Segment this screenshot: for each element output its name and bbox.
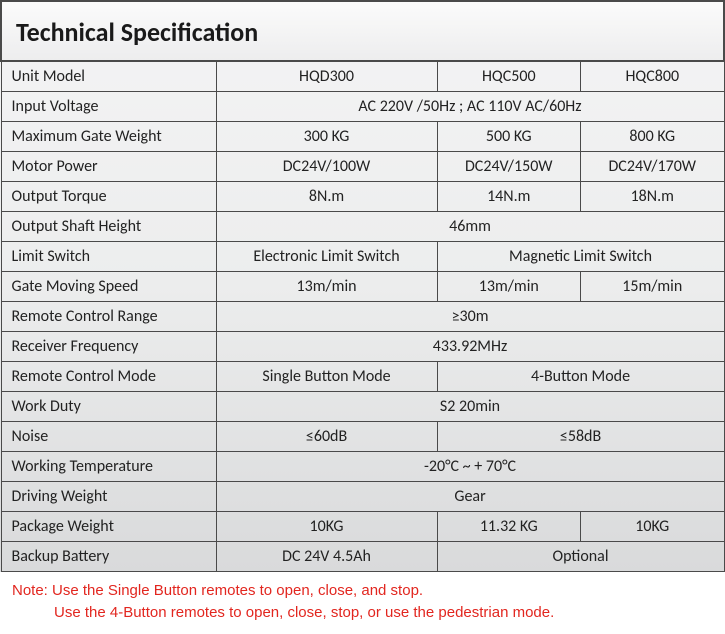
cell-mgw-0: 300 KG [216,122,437,152]
label-output-torque: Output Torque [1,182,216,212]
row-package-weight: Package Weight 10KG 11.32 KG 10KG [1,512,724,542]
row-driving-weight: Driving Weight Gear [1,482,724,512]
spec-sheet: Technical Specification Unit Model HQD30… [0,0,725,572]
label-motor-power: Motor Power [1,152,216,182]
cell-mp-2: DC24V/170W [581,152,725,182]
row-max-gate-weight: Maximum Gate Weight 300 KG 500 KG 800 KG [1,122,724,152]
label-receiver-frequency: Receiver Frequency [1,332,216,362]
cell-work-duty: S2 20min [216,392,724,422]
cell-rcm-12: 4-Button Mode [437,362,724,392]
cell-gms-0: 13m/min [216,272,437,302]
row-output-torque: Output Torque 8N.m 14N.m 18N.m [1,182,724,212]
cell-model-2: HQC800 [581,61,725,92]
cell-model-0: HQD300 [216,61,437,92]
label-work-duty: Work Duty [1,392,216,422]
label-gate-moving-speed: Gate Moving Speed [1,272,216,302]
row-receiver-frequency: Receiver Frequency 433.92MHz [1,332,724,362]
label-remote-control-range: Remote Control Range [1,302,216,332]
label-working-temperature: Working Temperature [1,452,216,482]
note-line-1: Note: Use the Single Button remotes to o… [12,582,423,599]
cell-pw-2: 10KG [581,512,725,542]
cell-noise-0: ≤60dB [216,422,437,452]
cell-output-shaft-height: 46mm [216,212,724,242]
label-max-gate-weight: Maximum Gate Weight [1,122,216,152]
cell-input-voltage: AC 220V /50Hz ; AC 110V AC/60Hz [216,92,724,122]
label-driving-weight: Driving Weight [1,482,216,512]
cell-receiver-frequency: 433.92MHz [216,332,724,362]
cell-ot-1: 14N.m [437,182,580,212]
spec-table: Technical Specification Unit Model HQD30… [0,0,725,572]
cell-model-1: HQC500 [437,61,580,92]
cell-remote-control-range: ≥30m [216,302,724,332]
label-remote-control-mode: Remote Control Mode [1,362,216,392]
cell-gms-1: 13m/min [437,272,580,302]
cell-ot-0: 8N.m [216,182,437,212]
cell-pw-1: 11.32 KG [437,512,580,542]
label-limit-switch: Limit Switch [1,242,216,272]
row-output-shaft-height: Output Shaft Height 46mm [1,212,724,242]
cell-mgw-2: 800 KG [581,122,725,152]
cell-rcm-0: Single Button Mode [216,362,437,392]
cell-noise-12: ≤58dB [437,422,724,452]
row-input-voltage: Input Voltage AC 220V /50Hz ; AC 110V AC… [1,92,724,122]
cell-bb-0: DC 24V 4.5Ah [216,542,437,572]
row-unit-model: Unit Model HQD300 HQC500 HQC800 [1,61,724,92]
cell-mp-0: DC24V/100W [216,152,437,182]
note-block: Note: Use the Single Button remotes to o… [0,572,725,634]
row-remote-control-mode: Remote Control Mode Single Button Mode 4… [1,362,724,392]
cell-mgw-1: 500 KG [437,122,580,152]
table-title: Technical Specification [1,1,724,61]
label-unit-model: Unit Model [1,61,216,92]
note-line-2: Use the 4-Button remotes to open, close,… [12,602,713,624]
cell-ls-0: Electronic Limit Switch [216,242,437,272]
label-noise: Noise [1,422,216,452]
row-gate-moving-speed: Gate Moving Speed 13m/min 13m/min 15m/mi… [1,272,724,302]
row-noise: Noise ≤60dB ≤58dB [1,422,724,452]
row-remote-control-range: Remote Control Range ≥30m [1,302,724,332]
label-input-voltage: Input Voltage [1,92,216,122]
cell-driving-weight: Gear [216,482,724,512]
cell-working-temperature: -20°C ~ + 70°C [216,452,724,482]
cell-ls-12: Magnetic Limit Switch [437,242,724,272]
cell-bb-12: Optional [437,542,724,572]
row-working-temperature: Working Temperature -20°C ~ + 70°C [1,452,724,482]
row-backup-battery: Backup Battery DC 24V 4.5Ah Optional [1,542,724,572]
label-output-shaft-height: Output Shaft Height [1,212,216,242]
row-motor-power: Motor Power DC24V/100W DC24V/150W DC24V/… [1,152,724,182]
cell-mp-1: DC24V/150W [437,152,580,182]
label-package-weight: Package Weight [1,512,216,542]
cell-ot-2: 18N.m [581,182,725,212]
cell-pw-0: 10KG [216,512,437,542]
row-work-duty: Work Duty S2 20min [1,392,724,422]
row-limit-switch: Limit Switch Electronic Limit Switch Mag… [1,242,724,272]
label-backup-battery: Backup Battery [1,542,216,572]
cell-gms-2: 15m/min [581,272,725,302]
